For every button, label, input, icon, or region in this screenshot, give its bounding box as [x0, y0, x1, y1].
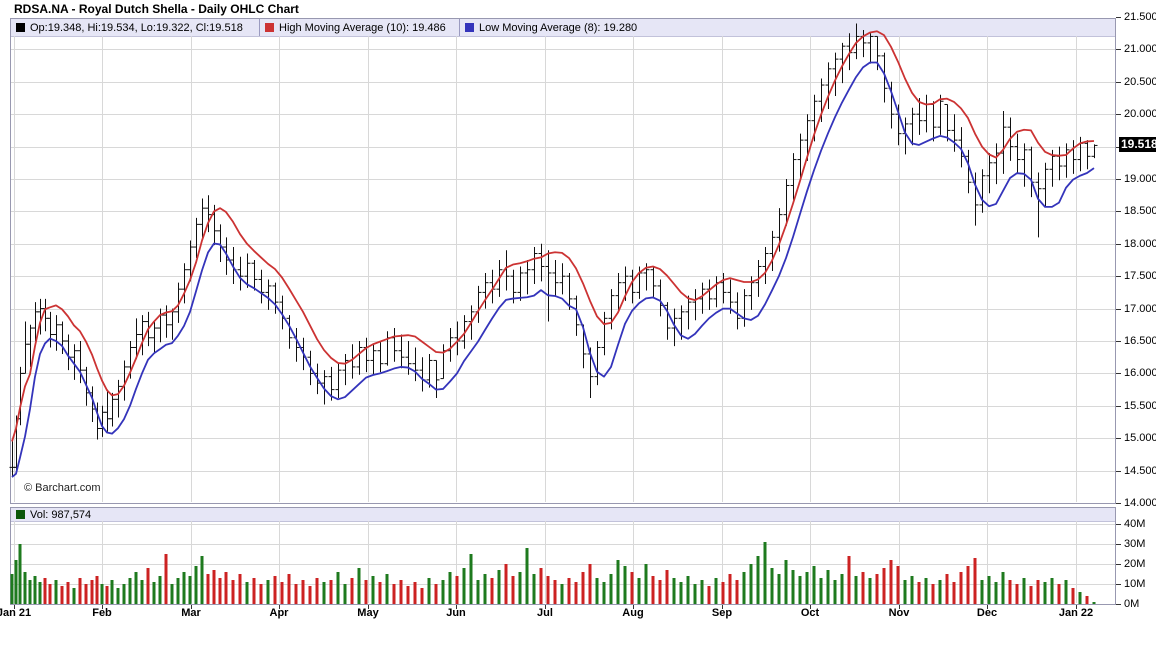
volume-swatch-icon — [16, 510, 25, 519]
x-axis-month-label: Dec — [976, 607, 998, 619]
x-axis-month-label: Aug — [622, 607, 644, 619]
price-axis-tick-label: 14.000 — [1124, 497, 1156, 509]
ohlc-swatch-icon — [16, 23, 25, 32]
legend-ohlc: Op:19.348, Hi:19.534, Lo:19.322, Cl:19.5… — [11, 19, 259, 36]
volume-axis-tick-label: 20M — [1124, 558, 1146, 570]
price-axis-tick-label: 14.500 — [1124, 464, 1156, 477]
volume-pane: Vol: 987,574 — [10, 507, 1116, 605]
price-axis-tick-label: 21.500 — [1124, 11, 1156, 23]
legend-low-ma: Low Moving Average (8): 19.280 — [459, 19, 637, 36]
price-axis-tick-label: 18.000 — [1124, 237, 1156, 250]
x-axis-month-label: Nov — [888, 607, 910, 619]
legend-ohlc-label: Op:19.348, Hi:19.534, Lo:19.322, Cl:19.5… — [30, 21, 243, 34]
legend-high-ma-label: High Moving Average (10): 19.486 — [279, 21, 446, 34]
price-axis-tick-label: 19.000 — [1124, 173, 1156, 185]
x-axis-month-label: Jun — [446, 607, 466, 619]
price-legend-strip: Op:19.348, Hi:19.534, Lo:19.322, Cl:19.5… — [11, 19, 1115, 37]
legend-volume: Vol: 987,574 — [11, 508, 91, 521]
copyright-label: © Barchart.com — [24, 482, 101, 494]
price-axis-tick-label: 20.500 — [1124, 75, 1156, 88]
price-axis-tick-label: 18.500 — [1124, 205, 1156, 218]
volume-axis-tick-label: 40M — [1124, 518, 1146, 530]
legend-volume-label: Vol: 987,574 — [30, 508, 92, 521]
price-axis-tick-label: 15.000 — [1124, 432, 1156, 445]
price-axis-tick-label: 16.500 — [1124, 335, 1156, 347]
x-axis-month-label: Jan 22 — [1058, 607, 1094, 619]
legend-high-ma: High Moving Average (10): 19.486 — [259, 19, 459, 36]
x-axis-month-label: Sep — [711, 607, 733, 619]
x-axis-month-label: Jul — [537, 607, 553, 619]
volume-axis-tick-label: 30M — [1124, 538, 1146, 550]
price-axis-tick-label: 15.500 — [1124, 399, 1156, 412]
current-price-badge: 19.518 — [1119, 137, 1156, 153]
price-axis-tick-label: 17.500 — [1124, 270, 1156, 283]
price-axis-tick-label: 21.000 — [1124, 43, 1156, 56]
volume-axis-tick-label: 10M — [1124, 578, 1146, 590]
x-axis-month-label: Apr — [269, 607, 289, 619]
x-axis-month-label: Mar — [181, 607, 201, 619]
volume-axis-tick-label: 0M — [1124, 598, 1140, 610]
price-axis-tick-label: 16.000 — [1124, 367, 1156, 380]
x-axis-month-label: Oct — [800, 607, 820, 619]
x-axis-month-label: May — [357, 607, 379, 619]
volume-legend-strip: Vol: 987,574 — [11, 508, 1115, 522]
price-axis-tick-label: 20.000 — [1124, 108, 1156, 121]
page-title: RDSA.NA - Royal Dutch Shella - Daily OHL… — [14, 2, 299, 16]
price-pane: Op:19.348, Hi:19.534, Lo:19.322, Cl:19.5… — [10, 18, 1116, 504]
price-axis-tick-label: 17.000 — [1124, 302, 1156, 315]
x-axis-month-label: Jan 21 — [0, 607, 32, 619]
high-ma-swatch-icon — [265, 23, 274, 32]
legend-low-ma-label: Low Moving Average (8): 19.280 — [479, 21, 638, 34]
low-ma-swatch-icon — [465, 23, 474, 32]
x-axis-month-label: Feb — [92, 607, 112, 619]
